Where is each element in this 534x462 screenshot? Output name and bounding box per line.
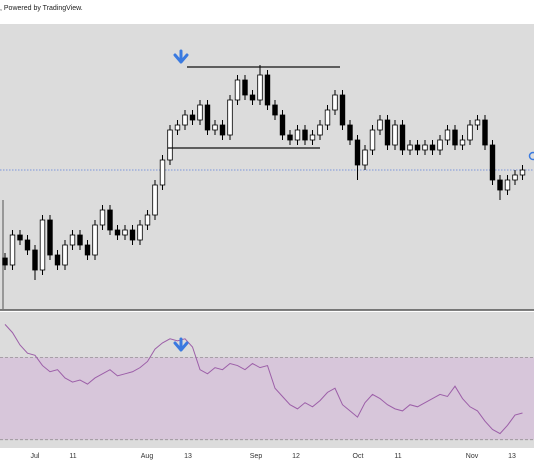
candle-body bbox=[444, 129, 451, 141]
candle-body bbox=[384, 119, 391, 146]
candle-body bbox=[332, 94, 338, 111]
candle-body bbox=[32, 249, 38, 271]
candle-body bbox=[437, 139, 443, 151]
candle-body bbox=[212, 124, 218, 131]
candle-body bbox=[512, 174, 518, 181]
candle-body bbox=[369, 129, 376, 151]
candle-body bbox=[84, 244, 91, 256]
candle-layer bbox=[2, 65, 526, 280]
candle-body bbox=[219, 124, 226, 136]
time-axis bbox=[0, 448, 534, 462]
candle-body bbox=[77, 234, 83, 246]
arrow-down bbox=[173, 49, 189, 64]
candle-body bbox=[234, 79, 241, 101]
candle-body bbox=[182, 114, 188, 126]
candle-body bbox=[264, 74, 271, 106]
x-tick-label: 13 bbox=[184, 453, 192, 460]
candle-body bbox=[204, 104, 211, 131]
candle-body bbox=[324, 109, 331, 126]
candle-body bbox=[122, 229, 128, 236]
rsi-line bbox=[4, 324, 523, 435]
candle-body bbox=[47, 219, 53, 256]
x-tick-label: 11 bbox=[69, 453, 76, 460]
candle-body bbox=[272, 104, 278, 116]
candle-body bbox=[497, 179, 503, 191]
x-tick-label: Jul bbox=[31, 453, 40, 460]
candle-body bbox=[414, 144, 421, 151]
candle-body bbox=[152, 184, 158, 216]
x-tick-label: Oct bbox=[353, 453, 364, 460]
candle-body bbox=[17, 234, 23, 241]
candle-body bbox=[519, 169, 526, 176]
candle-body bbox=[69, 234, 76, 246]
candle-body bbox=[159, 159, 166, 186]
candle-body bbox=[407, 144, 413, 151]
candle-body bbox=[54, 254, 61, 266]
x-tick-label: 13 bbox=[508, 453, 516, 460]
candle-body bbox=[467, 124, 473, 141]
candle-body bbox=[339, 94, 346, 126]
candle-body bbox=[249, 94, 256, 101]
candle-body bbox=[99, 209, 106, 226]
candle-body bbox=[459, 139, 466, 146]
candle-body bbox=[62, 244, 68, 266]
candle-body bbox=[309, 134, 316, 141]
candle-body bbox=[317, 124, 323, 136]
rsi-layer bbox=[0, 324, 534, 441]
candle-body bbox=[504, 179, 511, 191]
x-tick-label: 11 bbox=[394, 453, 401, 460]
candle-body bbox=[39, 219, 46, 271]
candle-body bbox=[302, 129, 308, 141]
candle-body bbox=[392, 124, 398, 146]
candle-body bbox=[227, 99, 233, 136]
candle-body bbox=[474, 119, 481, 126]
candle-body bbox=[129, 229, 136, 241]
candle-body bbox=[377, 119, 383, 131]
x-tick-label: Nov bbox=[466, 453, 479, 460]
candle-body bbox=[482, 119, 488, 146]
candle-body bbox=[279, 114, 286, 136]
candle-body bbox=[167, 129, 173, 161]
candle-body bbox=[114, 229, 121, 236]
candle-body bbox=[294, 129, 301, 141]
candle-body bbox=[429, 144, 436, 151]
candle-body bbox=[287, 134, 293, 141]
x-tick-label: Aug bbox=[141, 453, 154, 460]
candle-body bbox=[452, 129, 458, 146]
candle-body bbox=[92, 224, 98, 256]
candle-body bbox=[137, 224, 143, 241]
candle-body bbox=[2, 257, 8, 266]
candle-body bbox=[489, 144, 496, 181]
marker bbox=[528, 151, 534, 161]
x-tick-label: Sep bbox=[250, 453, 263, 460]
candle-body bbox=[257, 74, 263, 101]
attribution: , Powered by TradingView. bbox=[0, 5, 83, 12]
candle-body bbox=[189, 114, 196, 121]
arrow-down bbox=[173, 337, 189, 352]
candle-body bbox=[422, 144, 428, 151]
candle-body bbox=[242, 79, 248, 96]
candle-body bbox=[174, 124, 181, 131]
candle-body bbox=[362, 149, 368, 166]
candle-body bbox=[9, 234, 16, 266]
candle-body bbox=[24, 239, 31, 251]
candle-body bbox=[197, 104, 203, 121]
x-tick-label: 12 bbox=[292, 453, 300, 460]
candle-body bbox=[347, 124, 353, 141]
rsi-band bbox=[0, 357, 534, 440]
candle-body bbox=[107, 209, 113, 231]
candle-body bbox=[144, 214, 151, 226]
candle-body bbox=[399, 124, 406, 151]
candle-body bbox=[354, 139, 361, 166]
